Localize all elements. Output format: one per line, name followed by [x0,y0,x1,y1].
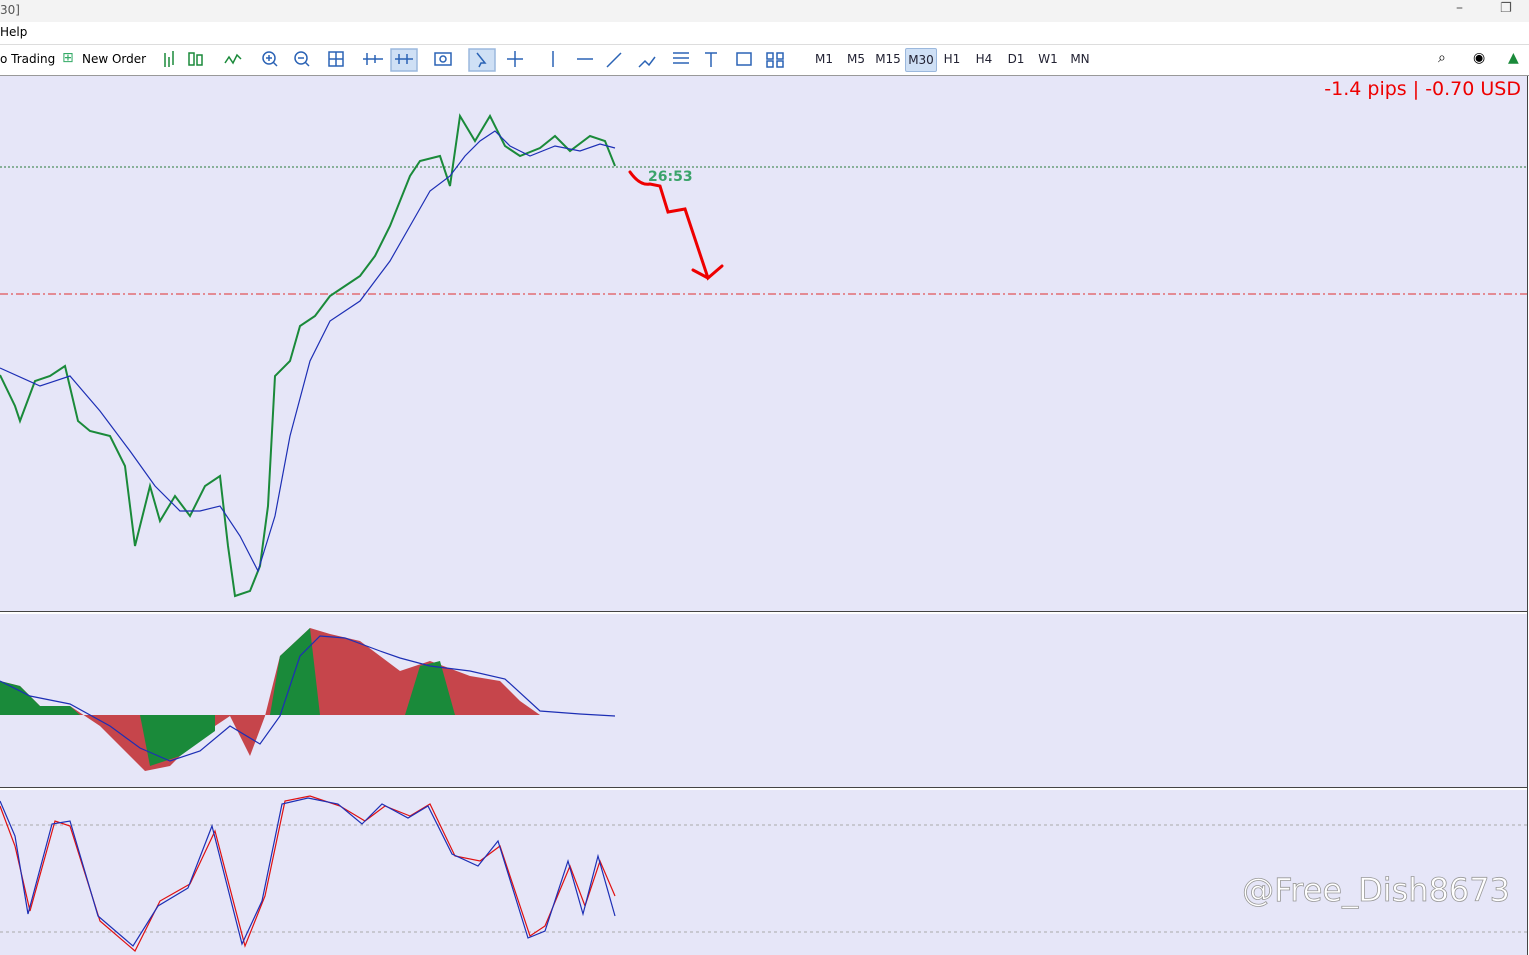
drawn-arrow [628,170,724,281]
minimize-button[interactable]: – [1456,0,1463,16]
new-order-button[interactable]: New Order [82,52,147,66]
moving-average [0,130,616,573]
watermark: @Free_Dish8673 [1242,871,1510,909]
search-icon[interactable]: ⌕ [1438,50,1446,66]
stochastic-pane [0,790,1527,955]
menu-item[interactable]: Help [0,25,28,39]
main-pane [0,76,1527,611]
profit-label: -1.4 pips | -0.70 USD [1324,78,1521,100]
macd-pane [0,614,1527,787]
timeframe-button[interactable]: M15 [875,52,901,66]
timeframe-button[interactable]: H1 [943,52,961,66]
timeframe-button[interactable]: W1 [1038,52,1058,66]
menu-bar: Help [0,22,1529,45]
timeframe-button[interactable]: M5 [847,52,865,66]
timeframe-button[interactable]: MN [1070,52,1090,66]
account-icon[interactable]: ◉ [1473,50,1486,66]
signal-icon[interactable]: ▲ [1508,50,1519,66]
toolbar: o Trading ⊞ New Order M1 M5 M15 M30 H1 H4 D1 W1… [0,45,1529,76]
restore-button[interactable]: ❐ [1500,1,1512,16]
chart-area: -1.4 pips | -0.70 USD 26:53 @Free_Dish86… [0,76,1528,955]
stochastic-signal [0,797,616,947]
title-bar: 30] – ❐ [0,0,1529,22]
timeframe-button[interactable]: D1 [1007,52,1025,66]
new-order-icon: ⊞ [62,50,74,66]
timeframe-button[interactable]: M1 [815,52,833,66]
price-series [0,113,616,598]
window-title: 30] [0,3,20,17]
bar-countdown: 26:53 [648,169,693,185]
macd-histogram [0,628,540,771]
timeframe-button[interactable]: M30 [905,48,937,72]
algo-trading-button[interactable]: o Trading [0,52,56,66]
timeframe-button[interactable]: H4 [975,52,993,66]
toolbar-icons [164,48,784,72]
macd-signal [0,635,616,762]
